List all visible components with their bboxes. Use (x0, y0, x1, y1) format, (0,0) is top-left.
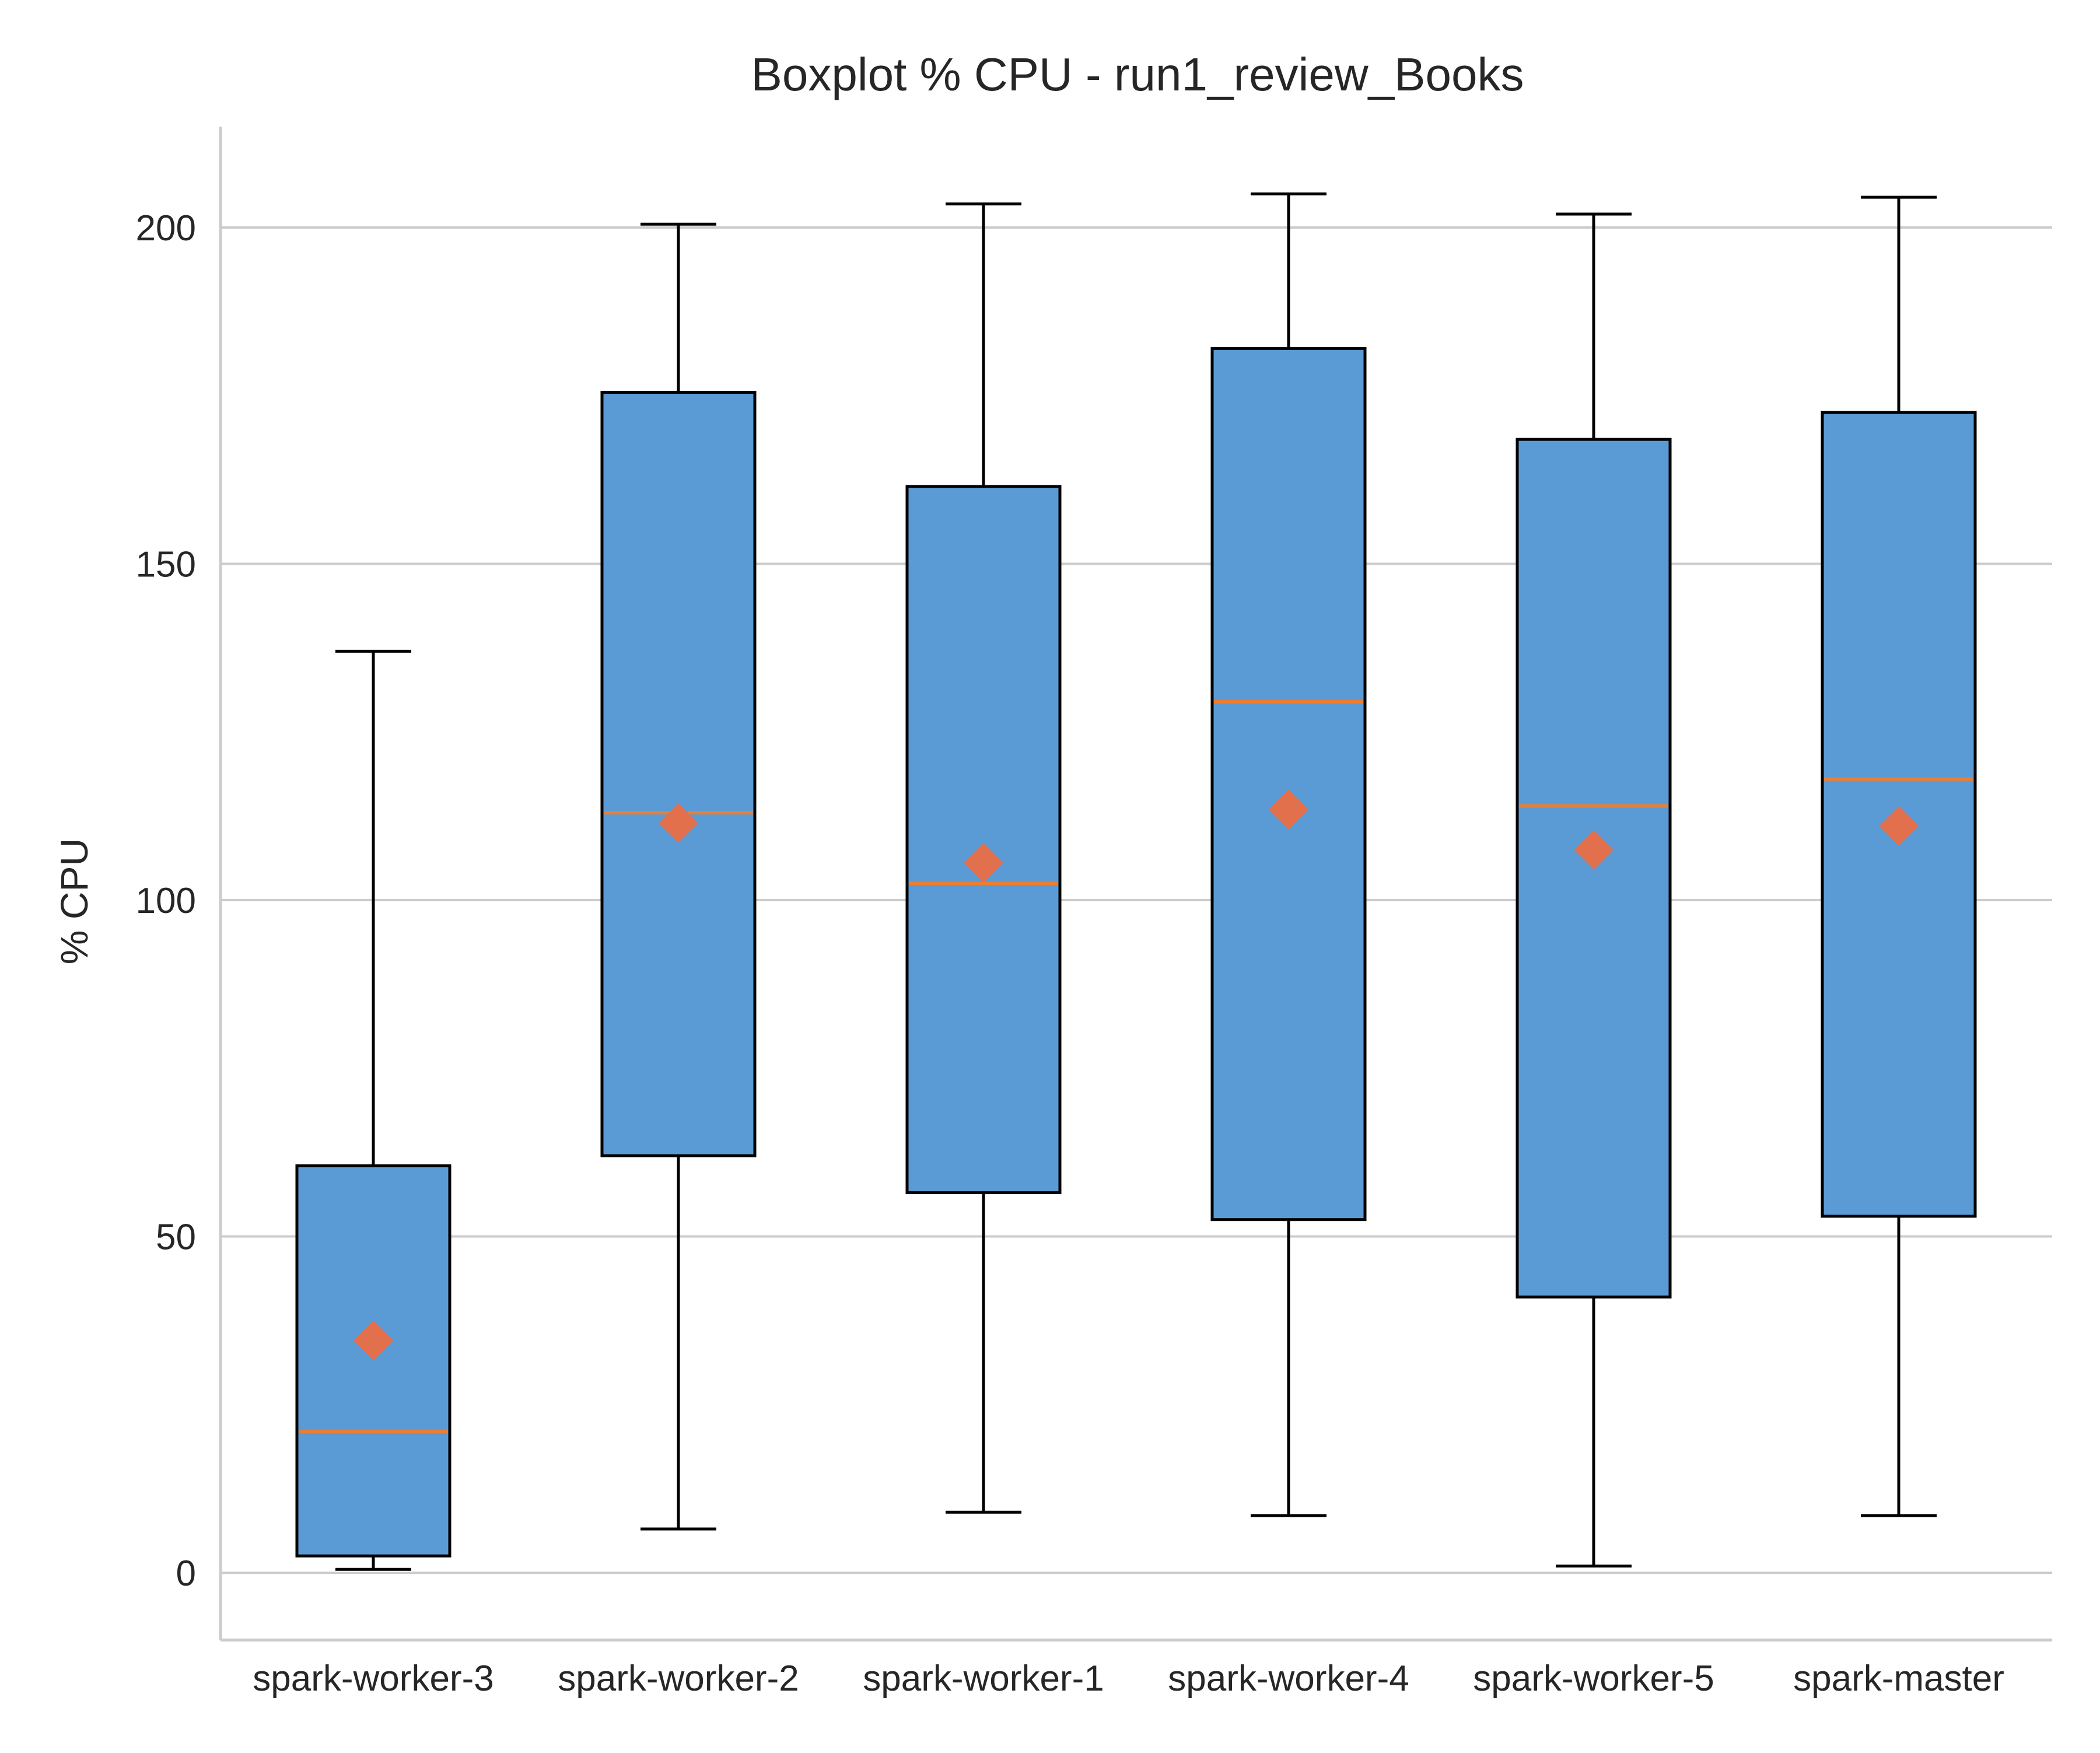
box-body (600, 390, 757, 1157)
mean-marker (1879, 806, 1919, 846)
box-group (295, 649, 452, 1571)
y-axis-label: % CPU (52, 838, 96, 964)
y-tick-label: 50 (156, 1217, 196, 1258)
grid-layer (220, 226, 2052, 1574)
y-tick-label: 100 (136, 881, 196, 921)
box-body (905, 485, 1062, 1195)
chart-title: Boxplot % CPU - run1_review_Books (751, 48, 1524, 100)
mean-marker (1574, 830, 1614, 870)
mean-marker (354, 1321, 393, 1361)
box-group (1821, 195, 1977, 1517)
y-tick-label: 0 (176, 1553, 196, 1594)
x-tick-label: spark-worker-5 (1473, 1658, 1714, 1699)
mean-marker (1269, 789, 1308, 830)
x-tick-label: spark-worker-1 (863, 1658, 1104, 1699)
box-group (1210, 192, 1367, 1517)
y-tick-label: 150 (136, 545, 196, 585)
box-body (295, 1164, 452, 1558)
mean-marker (964, 843, 1003, 883)
axes-layer (219, 127, 2052, 1642)
box-group (905, 202, 1062, 1514)
y-tick-label: 200 (136, 208, 196, 249)
mean-marker (659, 803, 698, 843)
x-tick-label: spark-master (1793, 1658, 2004, 1699)
box-body (1210, 347, 1367, 1222)
box-group (600, 222, 757, 1531)
x-tick-label: spark-worker-4 (1168, 1658, 1409, 1699)
boxes-layer (295, 192, 1977, 1571)
x-tick-label: spark-worker-2 (558, 1658, 799, 1699)
x-tick-label: spark-worker-3 (253, 1658, 494, 1699)
box-group (1516, 212, 1672, 1567)
labels-layer: 0 50 100 150 200 spark-worker-3 spark-worker-2… (136, 208, 2004, 1699)
